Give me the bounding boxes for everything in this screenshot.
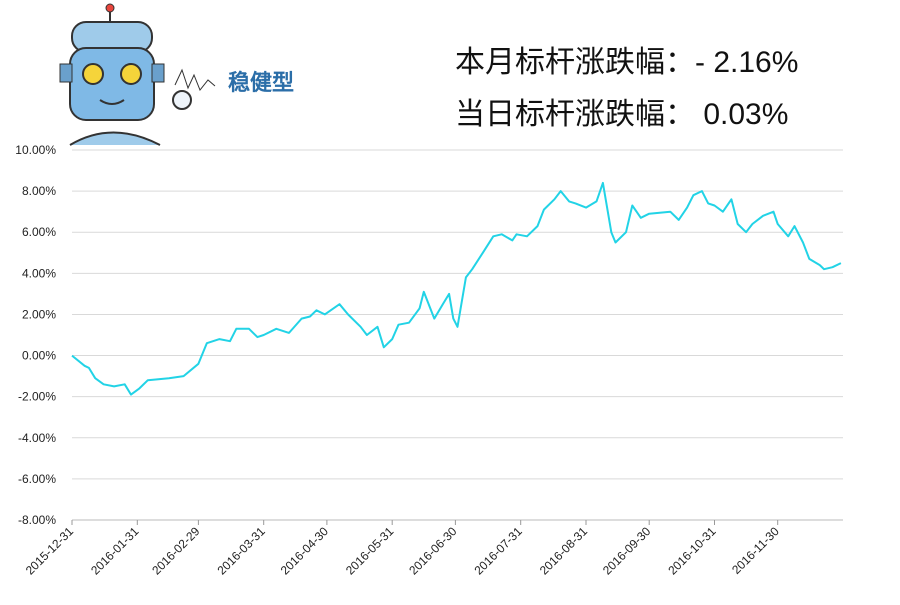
x-tick-label: 2016-08-31: [537, 524, 591, 578]
x-tick-label: 2016-07-31: [472, 524, 526, 578]
x-tick-label: 2016-04-30: [278, 524, 332, 578]
month-change: 本月标杆涨跌幅：- 2.16%: [455, 46, 798, 79]
y-tick-label: -8.00%: [18, 513, 56, 527]
x-tick-label: 2016-06-30: [406, 524, 460, 578]
y-tick-label: -2.00%: [18, 390, 56, 404]
x-tick-label: 2016-05-31: [343, 524, 397, 578]
robot-illustration: 稳健型: [59, 3, 300, 146]
y-tick-label: 6.00%: [22, 225, 56, 239]
y-tick-label: 2.00%: [22, 307, 56, 321]
badge: 稳健型: [228, 70, 294, 95]
x-tick-label: 2016-09-30: [600, 524, 654, 578]
x-tick-label: 2016-02-29: [149, 524, 203, 578]
y-tick-label: 10.00%: [15, 143, 56, 157]
y-tick-label: 4.00%: [22, 266, 56, 280]
x-tick-label: 2016-11-30: [729, 524, 782, 577]
x-tick-label: 2016-01-31: [88, 524, 142, 578]
y-tick-label: -4.00%: [18, 431, 56, 445]
day-change: 当日标杆涨跌幅： 0.03%: [455, 98, 788, 131]
x-tick-label: 2016-10-31: [665, 524, 719, 578]
y-tick-label: 0.00%: [22, 349, 56, 363]
y-tick-label: -6.00%: [18, 472, 56, 486]
y-tick-label: 8.00%: [22, 184, 56, 198]
x-tick-label: 2016-03-31: [215, 524, 269, 578]
x-tick-label: 2015-12-31: [23, 524, 77, 578]
line-series: [71, 181, 842, 396]
